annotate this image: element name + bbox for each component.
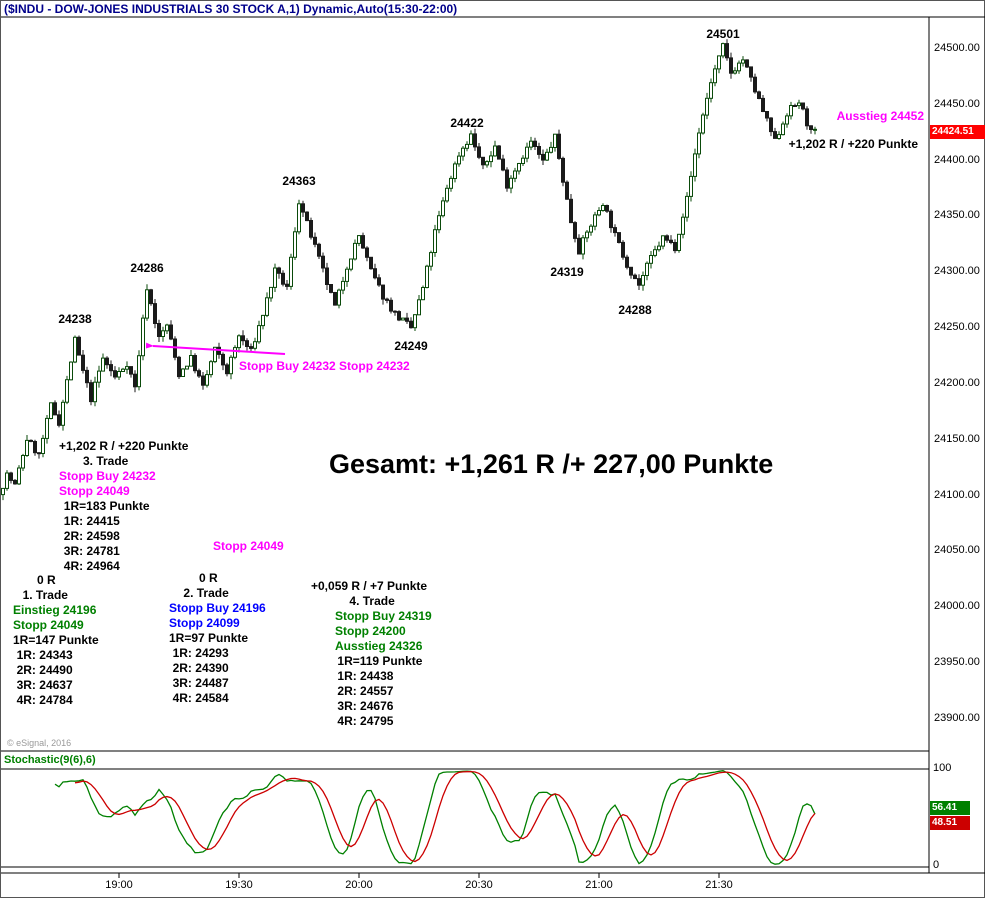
exit-annotation: Ausstieg 24452 [836, 109, 924, 123]
price-tick-label: 24150.00 [934, 432, 980, 445]
trade-summary-line: 1R: 24343 [16, 648, 73, 662]
trade-summary-line: 1R=183 Punkte [63, 499, 150, 513]
price-tick-label: 24100.00 [934, 488, 980, 501]
trade-result-annotation: +1,202 R / +220 Punkte [788, 137, 918, 151]
trade-summary-line: Stopp 24049 [13, 618, 84, 632]
trade-summary-line: 4. Trade [349, 594, 395, 608]
trade-4-summary: +0,059 R / +7 Punkte 4. Trade Stopp Buy 24… [311, 579, 432, 729]
trade-3-summary: +1,202 R / +220 Punkte 3. Trade Stopp Buy … [59, 439, 188, 574]
price-tick-label: 24450.00 [934, 97, 980, 110]
trade2-stop-annotation: Stopp 24049 [213, 539, 284, 553]
stoch-d-value-tag: 48.51 [930, 816, 970, 831]
price-axis[interactable]: 24500.00 24450.00 24400.00 24350.00 24300.00… [934, 1, 985, 873]
price-tick-label: 24000.00 [934, 600, 980, 613]
trade-summary-line: 0 R [37, 573, 56, 587]
trade-summary-line: 1R=97 Punkte [169, 631, 249, 645]
trade-summary-line: +0,059 R / +7 Punkte [311, 579, 428, 593]
time-axis-label: 19:30 [225, 879, 253, 891]
swing-price-label: 24422 [450, 115, 484, 130]
trade-summary-line: +1,202 R / +220 Punkte [59, 439, 189, 453]
stop-buy-arrow-label: Stopp Buy 24232 Stopp 24232 [239, 359, 410, 373]
price-tick-label: 24050.00 [934, 544, 980, 557]
swing-price-label: 24501 [706, 27, 740, 42]
price-tick-label: 24200.00 [934, 376, 980, 389]
time-axis-label: 20:00 [345, 879, 373, 891]
price-tick-label: 24400.00 [934, 153, 980, 166]
trade-summary-line: 3. Trade [83, 454, 129, 468]
window-title: ($INDU - DOW-JONES INDUSTRIALS 30 STOCK … [1, 1, 984, 17]
trade-summary-line: 3R: 24637 [16, 678, 73, 692]
trade-summary-line: 3R: 24781 [63, 544, 120, 558]
time-axis-label: 21:30 [705, 879, 733, 891]
time-axis-label: 21:00 [585, 879, 613, 891]
trade-1-summary: 0 R 1. Trade Einstieg 24196 Stopp 24049 1R=1… [13, 573, 99, 708]
trade-summary-line: 1R: 24415 [63, 514, 120, 528]
trade-summary-line: Stopp Buy 24319 [335, 609, 432, 623]
price-tick-label: 24350.00 [934, 209, 980, 222]
trade-summary-line: Einstieg 24196 [13, 603, 97, 617]
copyright-notice: © eSignal, 2016 [7, 738, 72, 748]
swing-price-label: 24249 [394, 339, 428, 354]
trade-summary-line: Stopp 24099 [169, 616, 240, 630]
trade-summary-line: 1R: 24293 [172, 646, 229, 660]
trade-summary-line: 1R: 24438 [337, 669, 394, 683]
last-price-tag: 24424.51 [930, 125, 985, 140]
swing-price-label: 24286 [130, 260, 164, 275]
stoch-level-0-label: 0 [933, 859, 940, 871]
trade-summary-line: 1R=147 Punkte [13, 633, 99, 647]
trade-summary-line: 4R: 24964 [63, 559, 120, 573]
time-axis-label: 20:30 [465, 879, 493, 891]
trade-summary-line: Stopp Buy 24232 [59, 469, 156, 483]
stoch-level-100-label: 100 [933, 762, 952, 774]
trade-summary-line: 4R: 24584 [172, 691, 229, 705]
trade-summary-line: 2R: 24557 [337, 684, 394, 698]
time-axis-label: 19:00 [105, 879, 133, 891]
price-tick-label: 23950.00 [934, 656, 980, 669]
trade-2-summary: 0 R 2. Trade Stopp Buy 24196 Stopp 24099 1R=… [169, 571, 266, 706]
trade-summary-line: Stopp Buy 24196 [169, 601, 266, 615]
total-result-annotation: Gesamt: +1,261 R /+ 227,00 Punkte [329, 449, 774, 479]
trade-summary-line: Stopp 24200 [335, 624, 406, 638]
trade-summary-line: 3R: 24487 [172, 676, 229, 690]
trade-summary-line: 2. Trade [183, 586, 229, 600]
trade-summary-line: 2R: 24490 [16, 663, 73, 677]
stochastic-indicator-label: Stochastic(9(6),6) [4, 754, 96, 766]
stoch-k-value-tag: 56.41 [930, 800, 970, 815]
swing-price-label: 24319 [550, 265, 584, 280]
trade-summary-line: 1R=119 Punkte [337, 654, 423, 668]
trade-summary-line: 4R: 24795 [337, 714, 394, 728]
trade-summary-line: 3R: 24676 [337, 699, 394, 713]
swing-price-label: 24363 [282, 173, 316, 188]
swing-price-label: 24238 [58, 312, 92, 327]
trade-summary-line: Ausstieg 24326 [335, 639, 423, 653]
price-tick-label: 24250.00 [934, 321, 980, 334]
price-tick-label: 24500.00 [934, 42, 980, 54]
trade-summary-line: 1. Trade [22, 588, 68, 602]
trade-summary-line: Stopp 24049 [59, 484, 130, 498]
trade-summary-line: 2R: 24390 [172, 661, 229, 675]
trade-summary-line: 0 R [199, 571, 218, 585]
trade-summary-line: 4R: 24784 [16, 693, 73, 707]
trade-summary-line: 2R: 24598 [63, 529, 120, 543]
price-tick-label: 23900.00 [934, 711, 980, 724]
swing-price-label: 24288 [618, 303, 652, 318]
price-tick-label: 24300.00 [934, 265, 980, 278]
time-axis[interactable]: 19:00 19:30 20:00 20:30 21:00 21:30 [1, 879, 929, 899]
